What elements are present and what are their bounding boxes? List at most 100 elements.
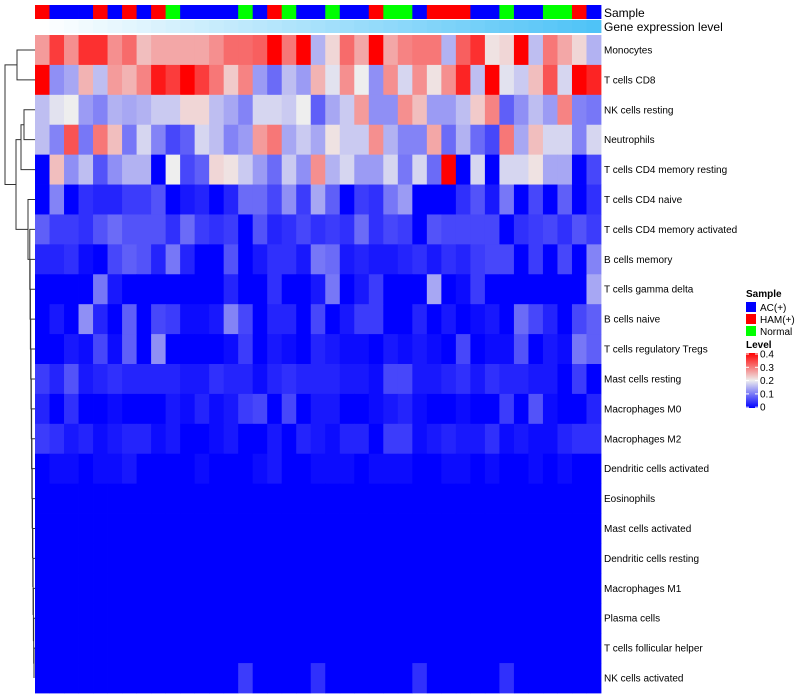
heatmap-cell — [267, 364, 283, 395]
heatmap-cell — [339, 633, 355, 664]
sample-annotation-cell — [49, 5, 65, 19]
heatmap-cell — [165, 453, 181, 485]
heatmap-cell — [209, 334, 225, 365]
heatmap-cell — [252, 304, 268, 335]
heatmap-cell — [35, 364, 50, 395]
heatmap-cell — [223, 364, 239, 395]
heatmap-cell — [470, 184, 486, 215]
heatmap-cell — [209, 633, 225, 664]
heatmap-cell — [397, 633, 413, 664]
heatmap-cell — [368, 364, 384, 395]
heatmap-cell — [586, 543, 602, 574]
sample-annotation-cell — [455, 5, 471, 19]
heatmap-cell — [339, 573, 355, 604]
heatmap-cell — [484, 124, 500, 156]
sample-annotation-cell — [223, 5, 239, 19]
heatmap-cell — [426, 423, 442, 455]
heatmap-cell — [151, 423, 167, 455]
heatmap-cell — [383, 304, 399, 335]
row-label: Mast cells activated — [604, 524, 691, 535]
heatmap-cell — [209, 94, 225, 126]
gene-annotation-label: Gene expression level — [604, 20, 723, 34]
heatmap-cell — [267, 94, 283, 126]
heatmap-cell — [93, 35, 108, 66]
heatmap-cell — [49, 184, 65, 215]
dendrogram-branch — [32, 557, 35, 615]
heatmap-cell — [136, 94, 152, 126]
heatmap-cell — [93, 184, 108, 215]
heatmap-cell — [122, 124, 137, 156]
heatmap-cell — [136, 35, 152, 66]
heatmap-cell — [455, 513, 471, 544]
heatmap-cell — [180, 603, 196, 634]
gene-annotation-cell — [223, 20, 239, 33]
heatmap-cell — [499, 244, 515, 275]
heatmap-cell — [325, 663, 341, 694]
heatmap-cell — [354, 603, 370, 634]
heatmap-cell — [165, 483, 181, 514]
heatmap-cell — [165, 304, 181, 335]
heatmap-cell — [267, 304, 283, 335]
heatmap-cell — [397, 543, 413, 574]
heatmap-cell — [49, 94, 65, 126]
gene-annotation-cell — [571, 20, 587, 33]
heatmap-cell — [455, 274, 471, 305]
heatmap-cell — [368, 393, 384, 425]
heatmap-cell — [383, 633, 399, 664]
heatmap-cell — [122, 154, 137, 185]
heatmap-cell — [281, 334, 297, 365]
heatmap-cell — [151, 483, 167, 514]
heatmap-cell — [325, 573, 341, 604]
heatmap-cell — [209, 663, 225, 694]
heatmap-cell — [557, 244, 573, 275]
heatmap-cell — [412, 274, 428, 305]
heatmap-cell — [571, 483, 587, 514]
heatmap-cell — [93, 274, 108, 305]
heatmap-cell — [325, 364, 341, 395]
heatmap-cell — [397, 94, 413, 126]
heatmap-cell — [368, 603, 384, 634]
heatmap-cell — [571, 154, 587, 185]
heatmap-cell — [296, 274, 312, 305]
heatmap-cell — [151, 64, 167, 96]
heatmap-cell — [557, 304, 573, 335]
sample-annotation-cell — [296, 5, 312, 19]
heatmap-cell — [368, 633, 384, 664]
heatmap-cell — [252, 64, 268, 96]
gene-annotation-cell — [35, 20, 50, 33]
heatmap-cell — [528, 423, 544, 455]
heatmap-cell — [484, 304, 500, 335]
heatmap-cell — [122, 184, 137, 215]
heatmap-cell — [35, 184, 50, 215]
heatmap-cell — [499, 64, 515, 96]
heatmap-cell — [310, 124, 326, 156]
heatmap-cell — [368, 184, 384, 215]
heatmap-cell — [368, 573, 384, 604]
heatmap-cell — [499, 393, 515, 425]
heatmap-cell — [557, 334, 573, 365]
heatmap-cell — [513, 334, 529, 365]
heatmap-cell — [310, 94, 326, 126]
heatmap-cell — [586, 304, 602, 335]
heatmap-cell — [571, 214, 587, 245]
heatmap-cell — [209, 543, 225, 574]
heatmap-cell — [194, 334, 210, 365]
heatmap-cell — [78, 393, 94, 425]
heatmap-cell — [484, 453, 500, 485]
heatmap-cell — [223, 453, 239, 485]
heatmap-cell — [136, 334, 152, 365]
sample-annotation-label: Sample — [604, 6, 645, 20]
heatmap-cell — [455, 543, 471, 574]
heatmap-cell — [325, 94, 341, 126]
heatmap-cell — [586, 364, 602, 395]
heatmap-cell — [383, 334, 399, 365]
heatmap-cell — [426, 543, 442, 574]
heatmap-cell — [571, 663, 587, 694]
heatmap-cell — [252, 184, 268, 215]
heatmap-cell — [223, 633, 239, 664]
heatmap-cell — [484, 573, 500, 604]
heatmap-cell — [49, 214, 65, 245]
heatmap-cell — [180, 393, 196, 425]
heatmap-cell — [35, 64, 50, 96]
